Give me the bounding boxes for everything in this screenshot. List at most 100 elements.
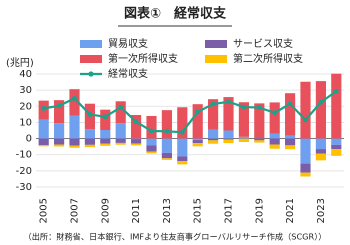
- bar: [331, 138, 342, 145]
- bar: [146, 115, 157, 139]
- line-marker: [195, 109, 201, 115]
- bar: [315, 81, 326, 139]
- legend-label: 第二次所得収支: [233, 52, 303, 65]
- bar: [38, 119, 49, 139]
- bar: [238, 136, 249, 139]
- legend-label: 経常収支: [108, 67, 148, 80]
- bar: [131, 143, 142, 146]
- y-tick-label: 20: [19, 101, 32, 112]
- bar: [315, 138, 326, 150]
- bar: [100, 143, 111, 146]
- bar: [223, 138, 234, 140]
- bar: [131, 139, 142, 144]
- bar: [177, 161, 188, 165]
- legend-swatch: [88, 71, 94, 77]
- bar: [161, 110, 172, 139]
- bar: [100, 138, 111, 144]
- line-marker: [133, 119, 139, 125]
- line-marker: [318, 99, 324, 105]
- source-note: （出所：財務省、日本銀行、IMFより住友商事グローバルリサーチ作成（SCGR））: [24, 232, 327, 242]
- x-tick-label: 2009: [100, 198, 111, 223]
- legend-label: サービス収支: [233, 38, 293, 50]
- line-marker: [241, 104, 247, 110]
- bar: [269, 138, 280, 145]
- x-tick-label: 2005: [39, 198, 50, 223]
- x-tick-label: 2017: [224, 198, 235, 223]
- line-marker: [226, 99, 231, 105]
- line-marker: [256, 105, 262, 110]
- legend-swatch: [205, 55, 227, 63]
- x-tick-label: 2007: [70, 198, 81, 223]
- bar: [69, 138, 80, 146]
- bar: [146, 138, 157, 146]
- bar: [131, 115, 142, 139]
- line-marker: [41, 105, 47, 111]
- bar: [254, 103, 265, 139]
- bar: [146, 151, 157, 154]
- y-axis-label: (兆円): [6, 57, 34, 69]
- bar: [115, 101, 126, 124]
- bar: [269, 133, 280, 139]
- bar: [331, 149, 342, 156]
- bar: [100, 109, 111, 131]
- y-tick-label: 30: [19, 85, 32, 96]
- bar: [285, 93, 296, 136]
- legend-swatch: [80, 55, 102, 63]
- bar: [285, 145, 296, 150]
- line-marker: [287, 101, 293, 107]
- line-marker: [56, 103, 62, 109]
- legend-swatch: [205, 40, 227, 48]
- bar: [254, 138, 265, 141]
- bar: [300, 138, 311, 164]
- line-marker: [164, 128, 170, 134]
- bar: [177, 156, 188, 162]
- bar: [208, 140, 219, 144]
- bar: [208, 99, 219, 130]
- bar: [238, 138, 249, 142]
- y-tick-label: -20: [16, 166, 32, 177]
- chart-title: 図表① 経常収支: [124, 6, 227, 22]
- bar: [192, 104, 203, 139]
- bar: [115, 138, 126, 143]
- bar: [84, 144, 95, 148]
- bar: [192, 143, 203, 147]
- bar: [38, 145, 49, 147]
- bar: [161, 158, 172, 160]
- bar: [146, 145, 157, 152]
- y-tick-label: 10: [19, 117, 32, 128]
- y-tick-label: -30: [16, 182, 32, 193]
- line-marker: [102, 114, 108, 120]
- bar: [69, 115, 80, 139]
- line-marker: [72, 95, 77, 101]
- bar: [331, 73, 342, 139]
- bar: [161, 152, 172, 159]
- x-tick-label: 2011: [131, 198, 142, 223]
- line-marker: [118, 104, 124, 110]
- bar: [84, 138, 95, 145]
- bar: [54, 100, 65, 124]
- bar: [223, 97, 234, 131]
- bar: [54, 138, 65, 145]
- bar: [300, 81, 311, 139]
- bar: [223, 139, 234, 144]
- bar: [208, 129, 219, 139]
- bar: [177, 107, 188, 139]
- bar: [269, 102, 280, 134]
- x-tick-label: 2023: [316, 198, 327, 223]
- line-marker: [333, 88, 339, 94]
- bar: [100, 130, 111, 139]
- legend-label: 第一次所得収支: [108, 52, 178, 65]
- bar: [115, 123, 126, 139]
- x-tick-label: 2013: [162, 198, 173, 223]
- bar: [269, 144, 280, 149]
- bar: [315, 153, 326, 161]
- line-marker: [87, 112, 93, 117]
- bar: [223, 130, 234, 139]
- bar: [192, 140, 203, 144]
- bar: [285, 135, 296, 139]
- bar: [161, 138, 172, 153]
- x-tick-label: 2015: [193, 198, 204, 223]
- line: [43, 90, 337, 134]
- y-tick-label: 40: [19, 69, 32, 80]
- bar: [300, 172, 311, 177]
